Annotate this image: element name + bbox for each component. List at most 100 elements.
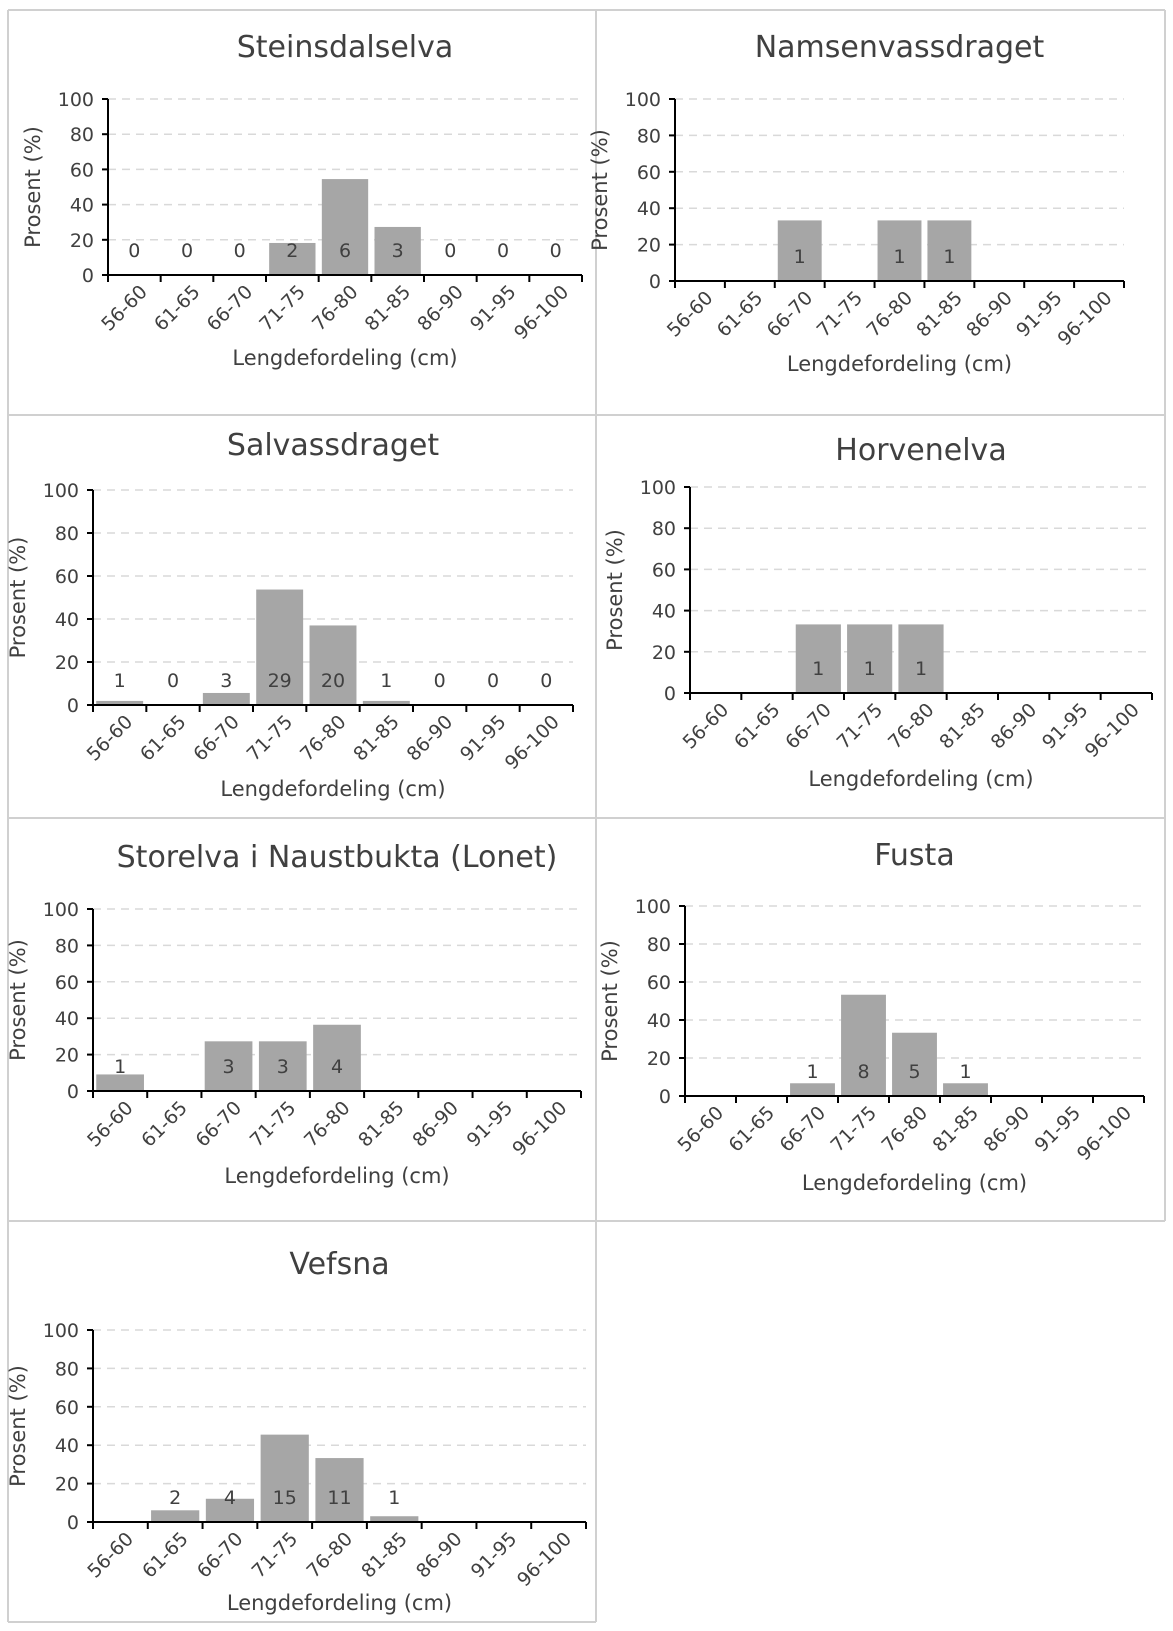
data-label: 1 — [388, 1487, 400, 1509]
x-tick-label: 66-70 — [193, 1528, 248, 1583]
y-axis-label: Prosent (%) — [21, 126, 45, 248]
x-tick-label: 81-85 — [357, 1528, 412, 1583]
y-tick-label: 0 — [664, 683, 676, 705]
data-label: 1 — [806, 1061, 818, 1083]
x-tick-label: 56-60 — [679, 699, 734, 754]
x-tick-label: 66-70 — [191, 1097, 246, 1152]
data-label: 29 — [268, 670, 292, 692]
data-label: 1 — [864, 658, 876, 680]
data-label: 1 — [959, 1061, 971, 1083]
bar-66-70 — [204, 1041, 253, 1091]
x-tick-label: 61-65 — [138, 1528, 193, 1583]
x-tick-label: 86-90 — [979, 1102, 1034, 1157]
y-tick-label: 0 — [67, 1081, 79, 1103]
data-label: 1 — [812, 658, 824, 680]
x-tick-label: 71-75 — [833, 699, 888, 754]
x-tick-label: 96-100 — [513, 1528, 576, 1591]
bar-66-70 — [202, 692, 250, 705]
x-tick-label: 56-60 — [663, 287, 718, 342]
x-axis-label: Lengdefordeling (cm) — [808, 767, 1033, 791]
x-tick-label: 71-75 — [246, 1097, 301, 1152]
data-label: 1 — [943, 246, 955, 268]
bar-71-75 — [269, 242, 316, 275]
y-tick-label: 60 — [70, 159, 94, 181]
bar-76-80 — [321, 179, 369, 275]
bar-76-80 — [877, 220, 922, 281]
y-tick-label: 60 — [55, 1397, 79, 1419]
bar-76-80 — [892, 1032, 937, 1096]
x-tick-label: 66-70 — [775, 1102, 830, 1157]
data-label: 5 — [908, 1061, 920, 1083]
y-tick-label: 20 — [637, 235, 661, 257]
y-tick-label: 40 — [637, 198, 661, 220]
x-tick-label: 71-75 — [826, 1102, 881, 1157]
x-tick-label: 66-70 — [781, 699, 836, 754]
x-tick-label: 61-65 — [136, 711, 191, 766]
y-tick-label: 100 — [625, 89, 661, 111]
bar-76-80 — [309, 625, 357, 705]
y-tick-label: 60 — [55, 566, 79, 588]
x-tick-label: 96-100 — [1081, 699, 1144, 762]
x-tick-label: 61-65 — [150, 281, 205, 336]
x-tick-label: 81-85 — [349, 711, 404, 766]
x-tick-label: 66-70 — [763, 287, 818, 342]
x-tick-label: 61-65 — [713, 287, 768, 342]
x-tick-label: 81-85 — [361, 281, 416, 336]
y-tick-label: 20 — [652, 642, 676, 664]
y-axis-label: Prosent (%) — [603, 529, 627, 651]
bar-76-80 — [315, 1458, 364, 1522]
x-tick-label: 66-70 — [203, 281, 258, 336]
data-label: 15 — [273, 1487, 297, 1509]
x-tick-label: 86-90 — [412, 1528, 467, 1583]
data-label: 11 — [327, 1487, 351, 1509]
data-label: 0 — [550, 240, 562, 262]
data-label: 20 — [321, 670, 345, 692]
chart-title: Storelva i Naustbukta (Lonet) — [117, 840, 558, 875]
x-axis-label: Lengdefordeling (cm) — [227, 1591, 452, 1615]
x-tick-label: 81-85 — [928, 1102, 983, 1157]
x-tick-label: 76-80 — [300, 1097, 355, 1152]
chart-title: Steinsdalselva — [237, 30, 454, 65]
x-tick-label: 56-60 — [97, 281, 152, 336]
x-axis-label: Lengdefordeling (cm) — [224, 1164, 449, 1188]
x-tick-label: 61-65 — [724, 1102, 779, 1157]
y-tick-label: 100 — [640, 477, 676, 499]
chart-6: Fusta 0 20 40 60 80 100 1 8 5 1 56-6061-6566-7071-7… — [598, 838, 1145, 1195]
x-tick-label: 96-100 — [1073, 1102, 1136, 1165]
chart-title: Vefsna — [289, 1247, 389, 1282]
bar-66-70 — [795, 624, 841, 693]
y-axis-label: Prosent (%) — [6, 1365, 30, 1487]
x-tick-label: 76-80 — [296, 711, 351, 766]
data-label: 0 — [497, 240, 509, 262]
bar-56-60 — [96, 700, 144, 705]
x-tick-label: 76-80 — [302, 1528, 357, 1583]
x-tick-label: 71-75 — [248, 1528, 303, 1583]
data-label: 3 — [277, 1056, 289, 1078]
data-label: 0 — [444, 240, 456, 262]
chart-2: Namsenvassdraget 0 20 40 60 80 100 1 1 1 56-6061-6… — [588, 30, 1125, 376]
x-tick-label: 66-70 — [189, 711, 244, 766]
y-tick-label: 80 — [55, 935, 79, 957]
bar-81-85 — [927, 220, 972, 281]
y-tick-label: 20 — [70, 230, 94, 252]
y-tick-label: 0 — [82, 265, 94, 287]
y-tick-label: 80 — [652, 518, 676, 540]
y-tick-label: 80 — [637, 125, 661, 147]
bar-66-70 — [205, 1498, 255, 1522]
data-label: 6 — [339, 240, 351, 262]
y-axis-label: Prosent (%) — [588, 129, 612, 251]
x-tick-label: 81-85 — [912, 287, 967, 342]
y-tick-label: 100 — [43, 1320, 79, 1342]
x-tick-label: 81-85 — [354, 1097, 409, 1152]
y-tick-label: 60 — [647, 972, 671, 994]
x-tick-label: 96-100 — [501, 711, 564, 774]
y-tick-label: 80 — [70, 124, 94, 146]
data-label: 0 — [434, 670, 446, 692]
y-tick-label: 100 — [635, 896, 671, 918]
y-axis-label: Prosent (%) — [598, 940, 622, 1062]
x-tick-label: 96-100 — [1053, 287, 1116, 350]
data-label: 1 — [114, 1056, 126, 1078]
data-label: 1 — [915, 658, 927, 680]
